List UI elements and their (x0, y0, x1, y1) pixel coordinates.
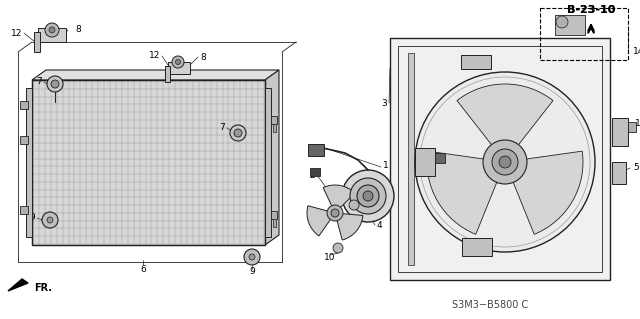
Text: FR.: FR. (34, 283, 52, 293)
Text: 9: 9 (249, 268, 255, 277)
Circle shape (234, 129, 242, 137)
Text: 12: 12 (148, 51, 160, 61)
Text: 1: 1 (383, 160, 388, 169)
Bar (435, 153, 445, 163)
Circle shape (331, 209, 339, 217)
Bar (398, 46, 602, 272)
Circle shape (556, 16, 568, 28)
Text: 2: 2 (309, 170, 315, 180)
Text: 8: 8 (200, 53, 205, 62)
Circle shape (327, 205, 343, 221)
Bar (408, 53, 414, 265)
Circle shape (333, 243, 343, 253)
Circle shape (47, 76, 63, 92)
Bar (612, 118, 628, 146)
Text: 15: 15 (397, 137, 408, 146)
Text: 14: 14 (633, 48, 640, 56)
Bar (308, 144, 324, 156)
Bar (555, 15, 585, 35)
Text: B-23-10: B-23-10 (567, 5, 615, 15)
Circle shape (499, 156, 511, 168)
Text: 5: 5 (449, 257, 455, 266)
Bar (415, 148, 435, 176)
Text: 12: 12 (11, 28, 22, 38)
Polygon shape (32, 70, 279, 80)
Bar (310, 168, 320, 176)
Text: 7: 7 (36, 78, 42, 86)
Circle shape (363, 191, 373, 201)
Bar (20, 101, 28, 109)
Wedge shape (457, 84, 553, 162)
Bar (612, 162, 626, 184)
Bar (32, 80, 265, 245)
Circle shape (249, 254, 255, 260)
Circle shape (45, 23, 59, 37)
Bar (26, 88, 32, 237)
Text: 8: 8 (75, 26, 81, 34)
Bar (32, 80, 265, 245)
Circle shape (492, 149, 518, 175)
Bar (273, 124, 276, 132)
Text: 4: 4 (377, 221, 383, 231)
Text: B-23-10: B-23-10 (567, 5, 615, 15)
Bar (461, 55, 491, 69)
Bar (20, 136, 28, 144)
Text: S3M3−B5800 C: S3M3−B5800 C (452, 300, 528, 310)
Wedge shape (505, 151, 583, 234)
Text: 13: 13 (635, 118, 640, 128)
Bar (265, 88, 271, 237)
Text: 11: 11 (346, 189, 358, 198)
Text: 5: 5 (633, 164, 639, 173)
Circle shape (357, 185, 379, 207)
Circle shape (415, 72, 595, 252)
Wedge shape (307, 206, 335, 236)
Circle shape (47, 217, 53, 223)
Wedge shape (323, 185, 355, 213)
Bar (540, 8, 628, 60)
Bar (462, 238, 492, 256)
Circle shape (342, 170, 394, 222)
Circle shape (350, 178, 386, 214)
Circle shape (49, 27, 55, 33)
Bar (628, 122, 636, 132)
Circle shape (483, 140, 527, 184)
Circle shape (244, 249, 260, 265)
Wedge shape (427, 151, 505, 234)
Circle shape (349, 200, 359, 210)
Text: 5: 5 (444, 46, 450, 55)
Bar (20, 206, 28, 214)
Text: 10: 10 (324, 254, 336, 263)
Text: 6: 6 (140, 265, 146, 275)
Polygon shape (265, 70, 279, 245)
Circle shape (42, 212, 58, 228)
Text: 3: 3 (381, 99, 387, 108)
Circle shape (175, 60, 180, 64)
Bar (273, 219, 276, 227)
Text: 7: 7 (220, 123, 225, 132)
Bar (271, 211, 277, 219)
Circle shape (230, 125, 246, 141)
Bar (168, 62, 190, 74)
Wedge shape (335, 213, 363, 240)
Bar (34, 32, 40, 52)
Circle shape (51, 80, 59, 88)
Polygon shape (8, 279, 28, 291)
Circle shape (172, 56, 184, 68)
Bar (390, 38, 610, 280)
Text: 9: 9 (29, 213, 35, 222)
Bar (38, 28, 66, 42)
Bar (165, 66, 170, 82)
Bar (271, 116, 277, 124)
